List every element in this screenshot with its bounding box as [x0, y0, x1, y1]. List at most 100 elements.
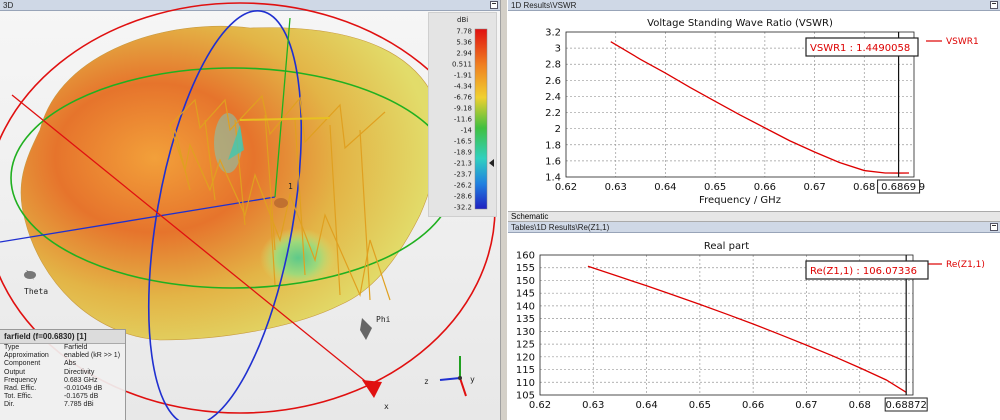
re-z11-chart[interactable]: Real part 0.62 0.63 0.64 0.65 0.66 0.67 0.68 105… [508, 233, 1000, 420]
colorbar-tick-label: 2.94 [456, 50, 472, 58]
farfield-info-panel: farfield (f=00.6830) [1] Type Farfield App… [0, 329, 126, 420]
colorbar-tick-label: -1.91 [454, 72, 472, 80]
colorbar-pointer-icon [489, 159, 494, 167]
y-tick-label: 105 [516, 391, 535, 402]
splitter-vertical[interactable] [500, 0, 508, 420]
view3d-title: 3D [3, 1, 14, 10]
info-row: Component Abs [0, 360, 125, 368]
info-key: Type [4, 344, 20, 351]
series-line[interactable] [610, 41, 910, 174]
info-key: Tot. Effic. [4, 393, 33, 401]
directivity-colorbar: dBi 7.78 5.36 2.94 0.511 -1.91 -4.34 -6.76 -9.1… [428, 12, 497, 217]
y-tick-label: 145 [516, 289, 535, 300]
re-z11-result-pane[interactable]: Tables\1D Results\Re(Z1,1) Real part 0.62… [508, 222, 1000, 420]
axis-blue [0, 196, 276, 243]
plot-frame [539, 254, 914, 396]
x-tick-label: 0.63 [582, 400, 604, 411]
info-row: Output Directivity [0, 369, 125, 377]
colorbar-unit: dBi [457, 16, 468, 24]
info-key: Frequency [4, 376, 38, 384]
marker-readout: Re(Z1,1) : 106.07336 [805, 260, 929, 280]
info-value: 7.785 dBi [64, 401, 94, 409]
info-value: Farfield [64, 344, 88, 351]
triad-y-label: y [470, 375, 475, 384]
phi-marker-icon [360, 318, 372, 340]
x-tick-label: 0.64 [654, 182, 676, 193]
info-key: Output [4, 368, 26, 376]
colorbar-tick-label: -32.2 [454, 204, 472, 212]
port-icon [274, 198, 288, 208]
marker-readout-text: Re(Z1,1) : 106.07336 [810, 266, 917, 277]
marker-x-box [877, 179, 921, 194]
theta-label: Theta [24, 287, 48, 296]
x-tick-label: 0.68 [849, 400, 871, 411]
view3d-titlebar: 3D [0, 0, 500, 11]
marker-readout-box [805, 260, 929, 280]
x-tick-label: 0.66 [742, 400, 764, 411]
colorbar-tick-label: -16.5 [454, 138, 472, 146]
info-row: Tot. Effic. -0.1675 dB [0, 393, 125, 401]
farfield-null-region-back [214, 113, 242, 173]
colorbar-tick-label: 7.78 [456, 28, 472, 36]
maximize-icon[interactable] [490, 1, 498, 9]
y-tick-label: 2.6 [545, 76, 561, 87]
series-line[interactable] [587, 265, 907, 393]
marker-x-readout: 0.6869 [877, 179, 921, 194]
maximize-icon[interactable] [990, 1, 998, 9]
y-tick-label: 3 [555, 44, 561, 55]
schematic-tab[interactable]: Schematic [508, 211, 1000, 222]
colorbar-tick-label: -11.6 [454, 116, 473, 124]
maximize-icon[interactable] [990, 223, 998, 231]
y-tick-label: 2 [555, 124, 561, 135]
x-tick-label: 0.62 [555, 182, 577, 193]
marker-x-text: 0.6869 [881, 182, 916, 193]
colorbar-tick-label: -28.6 [454, 193, 473, 201]
chart-title: Real part [704, 241, 749, 252]
legend-entry[interactable]: Re(Z1,1) [946, 260, 985, 270]
vswr-result-pane[interactable]: 1D Results\VSWR Voltage Standing Wave Ra… [508, 0, 1000, 211]
info-key: Component [4, 360, 41, 368]
x-tick-label: 0.63 [605, 182, 627, 193]
info-value: Directivity [64, 368, 95, 376]
re-titlebar: Tables\1D Results\Re(Z1,1) [508, 222, 1000, 233]
x-tick-label: 0.65 [689, 400, 711, 411]
x-tick-label: 0.66 [754, 182, 776, 193]
colorbar-tick-label: -6.76 [454, 94, 473, 102]
x-axis-label: x [384, 402, 389, 411]
schematic-tab-label: Schematic [511, 212, 549, 221]
marker-x-readout: 0.68872 [884, 397, 928, 412]
x-tick-label: 0.67 [803, 182, 825, 193]
colorbar-tick-label: -18.9 [454, 149, 472, 157]
x-tick-label: 0.67 [795, 400, 817, 411]
y-tick-label: 1.8 [545, 140, 561, 151]
legend-entry[interactable]: VSWR1 [946, 37, 979, 47]
farfield-scene[interactable]: 1 Theta Phi x z y [0, 0, 500, 420]
colorbar-tick-label: -21.3 [454, 160, 472, 168]
info-row: Type Farfield [0, 344, 125, 352]
antenna-feed-wedge [228, 125, 244, 160]
info-row: Approximation enabled (kR >> 1) [0, 352, 125, 360]
y-tick-label: 130 [516, 327, 535, 338]
info-row: Dir. 7.785 dBi [0, 401, 125, 409]
port-label: 1 [288, 182, 293, 191]
y-tick-label: 2.4 [545, 92, 561, 103]
x-tick-label: 0.68 [853, 182, 875, 193]
info-value: enabled (kR >> 1) [64, 352, 121, 360]
vswr-chart[interactable]: Voltage Standing Wave Ratio (VSWR) 0.62 0.… [508, 11, 1000, 211]
axis-green [274, 17, 291, 198]
farfield-3d-view[interactable]: 3D [0, 0, 500, 420]
colorbar-tick-label: -23.7 [454, 171, 472, 179]
farfield-null-region [260, 228, 336, 288]
y-tick-label: 120 [516, 352, 535, 363]
y-tick-label: 2.8 [545, 60, 561, 71]
re-pane-title: Tables\1D Results\Re(Z1,1) [511, 223, 610, 232]
info-value: -0.1675 dB [64, 393, 99, 401]
phi-label: Phi [376, 315, 391, 324]
x-tick-label: 0.64 [635, 400, 657, 411]
info-value: Abs [64, 360, 77, 368]
colorbar-tick-label: -9.18 [454, 105, 472, 113]
y-tick-label: 2.2 [545, 108, 561, 119]
colorbar-tick-label: -26.2 [454, 182, 472, 190]
y-tick-label: 140 [516, 301, 535, 312]
info-key: Dir. [4, 401, 15, 409]
